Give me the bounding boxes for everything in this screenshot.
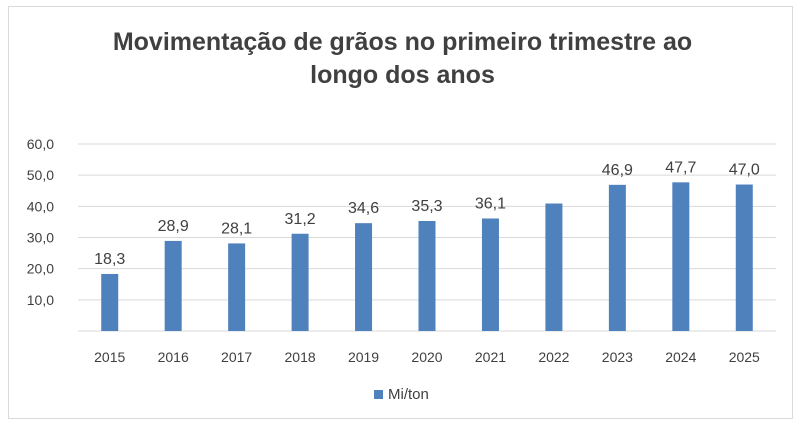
y-tick-label: 50,0 (27, 167, 54, 183)
bar (608, 184, 626, 331)
bars (101, 182, 753, 331)
bar (291, 233, 309, 331)
x-tick-label: 2023 (602, 349, 633, 365)
x-tick-label: 2025 (729, 349, 760, 365)
data-label: 35,3 (411, 198, 442, 215)
y-tick-label: 60,0 (27, 136, 54, 152)
data-label: 34,6 (348, 200, 379, 217)
x-tick-label: 2020 (411, 349, 442, 365)
bar (101, 273, 119, 331)
chart-title: Movimentação de grãos no primeiro trimes… (0, 26, 805, 92)
data-label: 18,3 (94, 251, 125, 268)
y-tick-label: 20,0 (27, 261, 54, 277)
y-axis-ticks: 10,0 20,0 30,0 40,0 50,0 60,0 (27, 136, 54, 308)
bar (355, 223, 373, 331)
chart-title-line2: longo dos anos (310, 61, 495, 89)
chart-frame (8, 6, 793, 419)
x-tick-label: 2016 (158, 349, 189, 365)
bar (228, 243, 246, 331)
bar (481, 218, 499, 331)
data-label: 28,9 (158, 218, 189, 235)
bar (545, 203, 563, 331)
legend-label: Mi/ton (388, 386, 429, 403)
x-tick-label: 2021 (475, 349, 506, 365)
data-label: 36,1 (475, 195, 506, 212)
x-axis-ticks: 2015 2016 2017 2018 2019 2020 2021 2022 2023 2024… (94, 349, 760, 365)
data-label: 47,7 (665, 159, 696, 176)
data-label: 46,9 (602, 162, 633, 179)
x-tick-label: 2022 (538, 349, 569, 365)
x-tick-label: 2024 (665, 349, 696, 365)
data-label: 47,0 (729, 162, 760, 179)
x-tick-label: 2017 (221, 349, 252, 365)
legend: Mi/ton (374, 386, 429, 403)
data-label: 28,1 (221, 220, 252, 237)
y-tick-label: 30,0 (27, 230, 54, 246)
data-labels: 18,3 28,9 28,1 31,2 34,6 35,3 36,1 46,9 47,7 47,0 (94, 159, 760, 268)
chart-title-line1: Movimentação de grãos no primeiro trimes… (112, 28, 693, 56)
x-tick-label: 2015 (94, 349, 125, 365)
bar (672, 182, 690, 331)
bar (418, 220, 436, 331)
bar (735, 184, 753, 331)
y-tick-label: 40,0 (27, 198, 54, 214)
x-tick-label: 2018 (285, 349, 316, 365)
data-label: 31,2 (285, 211, 316, 228)
x-tick-label: 2019 (348, 349, 379, 365)
legend-swatch (374, 390, 383, 399)
y-tick-label: 10,0 (27, 292, 54, 308)
bar (164, 240, 182, 331)
